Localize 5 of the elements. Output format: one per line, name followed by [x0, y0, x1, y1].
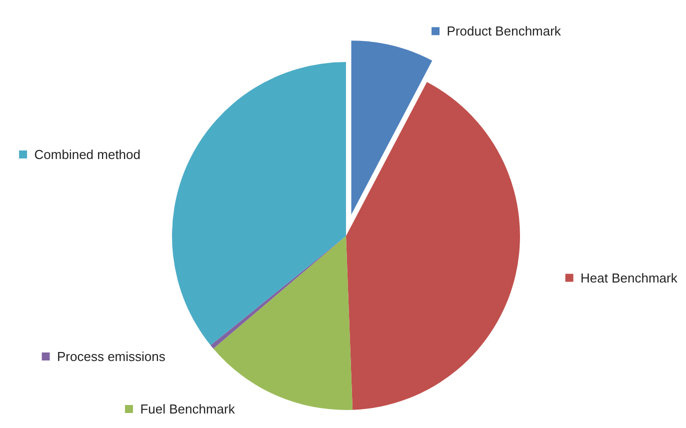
legend-label: Product Benchmark [440, 24, 562, 39]
legend-label: Process emissions [50, 348, 166, 364]
legend-label: Heat Benchmark [573, 270, 678, 286]
legend-label: Fuel Benchmark [132, 401, 236, 416]
legend-label: Combined method [27, 146, 140, 162]
